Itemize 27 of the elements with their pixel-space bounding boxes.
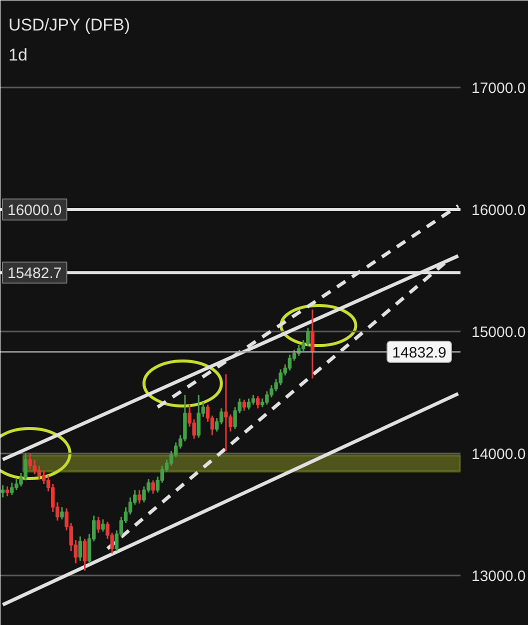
candlestick — [0, 484, 5, 498]
ref-line-label: 15482.7 — [8, 265, 62, 282]
candlestick — [96, 516, 100, 534]
y-tick-label: 17000.0 — [472, 80, 526, 97]
candlestick — [60, 506, 64, 520]
ref-line-label: 16000.0 — [8, 202, 62, 219]
candlestick — [288, 354, 292, 372]
candlestick — [101, 518, 105, 532]
text: 1d — [8, 46, 28, 64]
text: USD/JPY (DFB) — [8, 16, 130, 34]
y-tick-label: 14000.0 — [472, 446, 526, 463]
candlestick — [42, 470, 46, 485]
y-tick-label: 13000.0 — [472, 568, 526, 585]
ref-line-label: 14832.9 — [392, 344, 446, 362]
candlestick — [5, 486, 10, 497]
y-tick-label: 15000.0 — [472, 324, 526, 341]
candlestick — [78, 536, 82, 562]
candlestick — [138, 489, 142, 504]
y-tick-label: 16000.0 — [472, 202, 526, 219]
candlestick — [256, 395, 260, 410]
candlestick — [82, 538, 87, 572]
candlestick — [246, 398, 251, 410]
candlestick — [310, 308, 314, 380]
candlestick — [251, 394, 256, 406]
candlestick — [242, 399, 246, 412]
candlestick — [37, 464, 42, 480]
candlestick — [151, 480, 155, 494]
